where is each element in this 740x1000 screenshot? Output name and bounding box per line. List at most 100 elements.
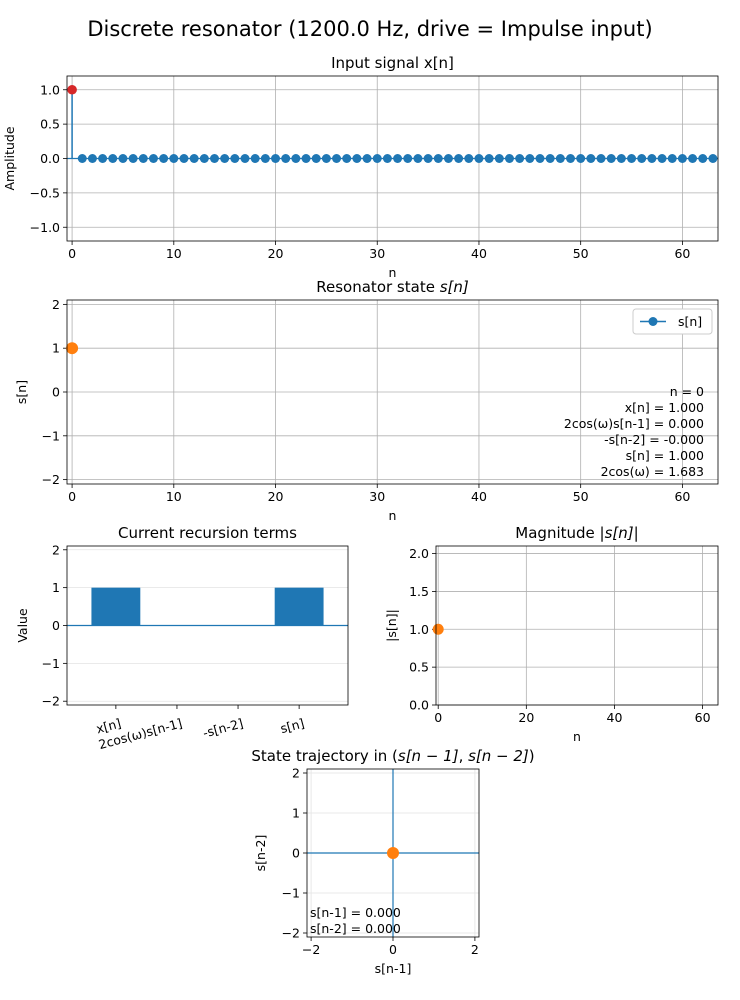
axes-frame (306, 768, 480, 938)
x-tick-label: 40 (607, 710, 623, 725)
y-tick-label: 2 (52, 542, 60, 557)
stem-marker (159, 154, 169, 163)
axes-title: Magnitude |s[n]| (515, 524, 638, 542)
stem-marker (647, 154, 657, 163)
stem-marker (199, 154, 209, 163)
axes-frame (66, 299, 719, 485)
x-tick-label: 20 (268, 246, 284, 261)
x-tick-label: 0 (68, 489, 76, 504)
x-tick-label: 10 (166, 489, 182, 504)
y-tick-label: 0 (52, 385, 60, 400)
stem-marker (688, 154, 698, 163)
x-axis-label: s[n-1] (375, 961, 412, 976)
stem-marker (189, 154, 199, 163)
resonator-state-axes: 0 10 20 30 40 50 60 −2 −1 0 1 2 Resonator state s[n]… (14, 278, 719, 523)
tick-labels: 0 20 40 60 0.0 0.5 1.0 1.5 2.0 (409, 546, 710, 725)
stem-marker (301, 154, 311, 163)
y-tick-label: 1 (52, 580, 60, 595)
stem-marker (240, 154, 250, 163)
x-tick-label: 50 (573, 489, 589, 504)
tick-labels: 0 10 20 30 40 50 60 −2 −1 0 1 2 (42, 297, 691, 504)
stem-marker (596, 154, 606, 163)
annotation-line: s[n-1] = 0.000 (310, 905, 401, 920)
x-tick-label: 20 (518, 710, 534, 725)
x-tick-label: s[n] (279, 715, 306, 736)
stem-marker (271, 154, 281, 163)
y-tick-label: 2 (292, 766, 300, 781)
axes-frame (435, 545, 719, 706)
stem-marker (708, 154, 718, 163)
stem-marker (535, 154, 545, 163)
stem-marker (616, 154, 626, 163)
stem-marker (382, 154, 392, 163)
stem-marker (403, 154, 413, 163)
legend-marker (648, 317, 658, 326)
x-tick-label: 60 (674, 246, 690, 261)
x-axis-label: n (573, 729, 581, 744)
stem-marker (576, 154, 586, 163)
x-tick-label: x[n] (95, 715, 123, 736)
x-tick-label: −2 (302, 942, 320, 957)
stem-marker (443, 154, 453, 163)
stem-marker (342, 154, 352, 163)
y-tick-label: 0.5 (409, 660, 429, 675)
stem-marker (433, 154, 443, 163)
annotation-line: s[n] = 1.000 (626, 448, 704, 463)
axes-title: State trajectory in (s[n − 1], s[n − 2]) (251, 747, 534, 765)
annotation-line: 2cos(ω) = 1.683 (601, 464, 704, 479)
y-tick-label: −0.5 (30, 185, 60, 200)
stem-markers (67, 84, 718, 163)
stem-marker (98, 154, 108, 163)
y-tick-label: −2 (282, 926, 300, 941)
stem-marker (698, 154, 708, 163)
x-tick-label: 20 (268, 489, 284, 504)
stem-marker (677, 154, 687, 163)
stem-marker (148, 154, 158, 163)
x-tick-label: 30 (369, 246, 385, 261)
x-tick-label: 60 (674, 489, 690, 504)
stem-marker (504, 154, 514, 163)
axes-title: Input signal x[n] (331, 54, 454, 72)
x-tick-label: 40 (471, 246, 487, 261)
y-tick-label: 2 (52, 297, 60, 312)
annotation-line: -s[n-2] = -0.000 (604, 432, 704, 447)
stem-marker (525, 154, 535, 163)
stem-marker (494, 154, 504, 163)
magnitude-axes: 0 20 40 60 0.0 0.5 1.0 1.5 2.0 Magnitude |s[n]| n |… (384, 524, 719, 744)
y-tick-label: −1 (282, 886, 300, 901)
y-axis-label: |s[n]| (384, 609, 399, 642)
y-tick-label: 0.5 (40, 117, 60, 132)
stem-marker (362, 154, 372, 163)
x-tick-label: -s[n-2] (201, 715, 245, 740)
stem-marker (250, 154, 260, 163)
y-tick-label: 2.0 (409, 546, 429, 561)
grid-lines (436, 546, 718, 706)
stem-marker (657, 154, 667, 163)
stem-marker (179, 154, 189, 163)
stem-marker (484, 154, 494, 163)
stem-marker (108, 154, 118, 163)
x-tick-label: 0 (434, 710, 442, 725)
y-tick-label: 1 (292, 806, 300, 821)
stem-marker (281, 154, 291, 163)
stem-marker (128, 154, 138, 163)
current-point (66, 342, 79, 355)
y-tick-label: 1 (52, 341, 60, 356)
y-tick-label: −1 (42, 656, 60, 671)
x-axis-label: n (389, 508, 397, 523)
stem-marker (291, 154, 301, 163)
tick-labels: 0 10 20 30 40 50 60 −1.0 −0.5 0.0 0.5 1.0 (30, 82, 691, 261)
bar (91, 587, 141, 626)
y-tick-label: 0 (292, 846, 300, 861)
y-tick-label: −1.0 (30, 220, 60, 235)
annotation-line: s[n-2] = 0.000 (310, 921, 401, 936)
x-tick-label: 2 (471, 942, 479, 957)
stem-marker (586, 154, 596, 163)
stem-marker (413, 154, 423, 163)
legend-label: s[n] (678, 314, 702, 329)
stem-marker (606, 154, 616, 163)
figure-suptitle: Discrete resonator (1200.0 Hz, drive = I… (87, 17, 652, 41)
